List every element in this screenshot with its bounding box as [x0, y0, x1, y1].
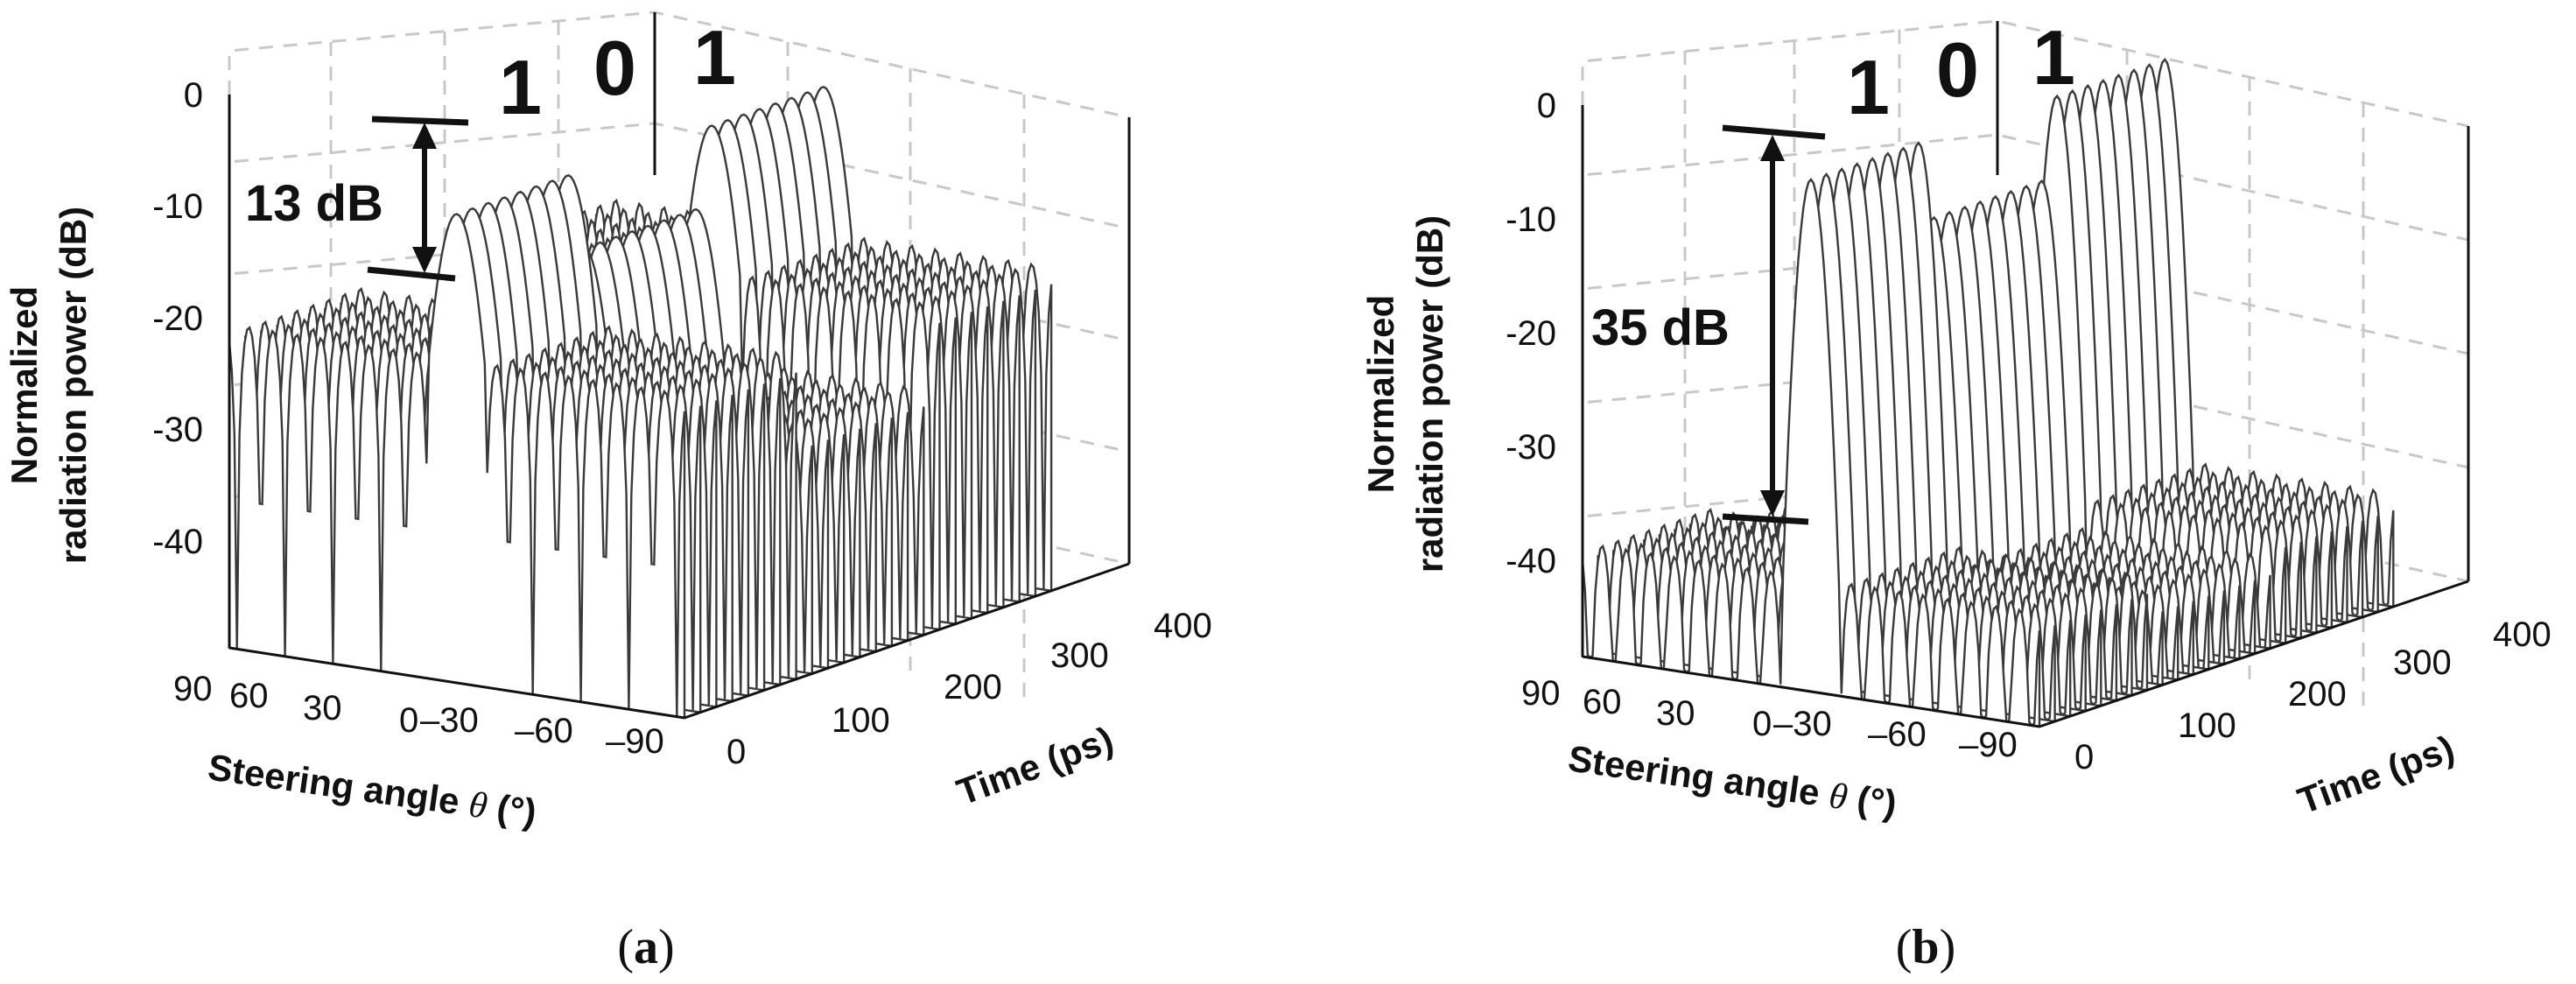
annotation-bottom-bar [1722, 513, 1809, 525]
bit-label: 0 [1936, 26, 1979, 113]
surface-traces [228, 85, 1053, 720]
z-tick-label: 0 [184, 76, 203, 115]
x-tick-label: –90 [606, 722, 664, 761]
x-tick-labels: 90 60 30 0 –30 –60 –90 [1521, 674, 2018, 764]
dynamic-range-annotation: 35 dB [1591, 124, 1826, 525]
z-tick-label: -30 [152, 411, 203, 449]
panel-label: (b) [1896, 920, 1955, 974]
x-tick-label: 90 [173, 670, 213, 708]
y-tick-label: 100 [2178, 706, 2236, 745]
y-axis-line [684, 562, 1130, 720]
x-tick-label: 0 [399, 701, 418, 740]
bit-label: 0 [593, 25, 636, 111]
bit-sequence: 1 0 1 [1847, 14, 2075, 130]
z-tick-label: -10 [152, 187, 203, 226]
z-axis-label: radiation power (dB) [1409, 215, 1450, 573]
panel-label: (a) [617, 920, 674, 974]
y-tick-label: 300 [2393, 643, 2452, 682]
x-axis-label: Steering angle θ (°) [1566, 737, 1899, 825]
waterfall-trace [228, 213, 686, 720]
z-tick-label: -10 [1506, 200, 1556, 239]
annotation-arrow-down [1760, 490, 1785, 517]
dynamic-range-annotation: 13 dB [245, 116, 469, 282]
z-axis-label: radiation power (dB) [53, 207, 94, 564]
annotation-top-bar [1722, 124, 1826, 140]
x-axis-line [1582, 655, 2040, 728]
front-axes [228, 95, 1130, 720]
front-axes [1581, 105, 2469, 728]
bit-label: 1 [1847, 44, 1890, 130]
x-tick-label: 30 [303, 689, 342, 727]
z-tick-label: -30 [1506, 428, 1556, 467]
x-tick-label: 90 [1521, 674, 1561, 713]
y-tick-label: 0 [726, 733, 746, 771]
x-tick-label: –30 [1773, 705, 1832, 743]
annotation-label: 35 dB [1591, 299, 1730, 356]
y-axis-label: Time (ps) [2292, 727, 2460, 822]
z-axis-label: Normalized [1360, 295, 1401, 493]
y-tick-label: 0 [2074, 738, 2094, 777]
y-tick-label: 200 [2288, 675, 2347, 713]
z-gridline [1581, 133, 2469, 242]
x-axis-label: Steering angle θ (°) [206, 746, 539, 833]
z-tick-labels: 0 -10 -20 -30 -40 [152, 76, 203, 561]
x-tick-label: –30 [420, 701, 479, 740]
x-tick-label: –60 [515, 712, 573, 750]
y-tick-label: 400 [2493, 615, 2551, 654]
chart-panel-a: 0 -10 -20 -30 -40 Normalized radiation p… [4, 11, 1212, 974]
y-tick-label: 200 [944, 668, 1002, 706]
y-tick-labels: 0 100 200 300 400 [726, 607, 1212, 771]
z-gridline [228, 11, 1130, 119]
x-tick-label: 60 [1583, 683, 1622, 721]
y-tick-label: 400 [1154, 607, 1212, 645]
surface-traces [1581, 58, 2395, 728]
y-tick-label: 100 [832, 701, 890, 740]
waterfall-trace [1581, 178, 2041, 728]
chart-panel-b: 0 -10 -20 -30 -40 Normalized radiation p… [1360, 14, 2551, 974]
z-tick-label: -20 [1506, 314, 1556, 353]
bit-sequence: 1 0 1 [499, 14, 736, 130]
x-axis-line [228, 646, 685, 720]
y-tick-labels: 0 100 200 300 400 [2074, 615, 2551, 777]
annotation-bottom-bar [367, 266, 456, 282]
annotation-arrow-down [412, 247, 437, 273]
z-gridline [1581, 247, 2469, 355]
x-tick-label: 60 [229, 677, 269, 715]
x-tick-label: 30 [1656, 694, 1695, 733]
x-tick-labels: 90 60 30 0 –30 –60 –90 [173, 670, 664, 761]
z-tick-label: -40 [152, 523, 203, 561]
back-axes [653, 12, 1131, 564]
z-gridline [228, 122, 1130, 230]
bit-label: 1 [2032, 14, 2075, 101]
x-tick-label: –60 [1868, 715, 1927, 754]
z-tick-labels: 0 -10 -20 -30 -40 [1506, 87, 1556, 580]
back-axes [1996, 21, 2470, 581]
annotation-label: 13 dB [245, 175, 383, 232]
y-tick-label: 300 [1050, 636, 1109, 675]
z-tick-label: -40 [1506, 542, 1556, 580]
z-tick-label: -20 [152, 299, 203, 338]
y-axis-line [2039, 580, 2469, 728]
z-gridline [1581, 19, 2469, 128]
x-tick-label: 0 [1752, 705, 1772, 743]
bit-label: 1 [499, 44, 542, 130]
annotation-arrow-up [412, 123, 437, 149]
bit-label: 1 [693, 14, 736, 101]
y-axis-label: Time (ps) [951, 719, 1119, 813]
x-tick-label: –90 [1959, 726, 2018, 764]
z-tick-label: 0 [1537, 87, 1556, 125]
annotation-arrow-up [1760, 135, 1785, 161]
z-axis-label: Normalized [4, 286, 45, 484]
annotation-top-bar [371, 116, 469, 126]
